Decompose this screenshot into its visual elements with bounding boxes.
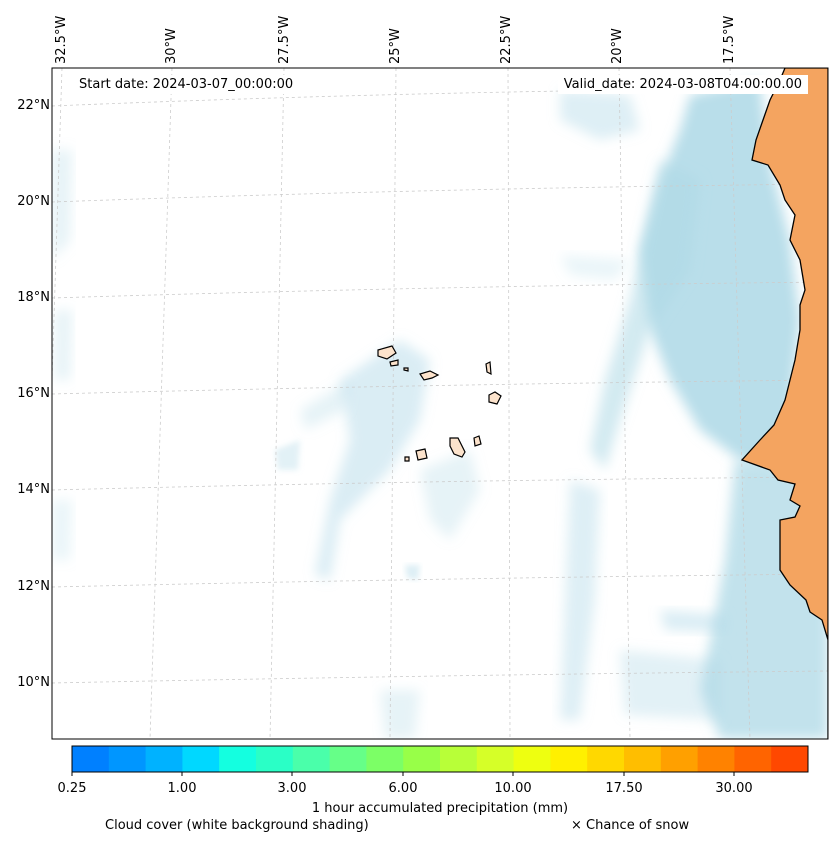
colorbar-swatch [513,746,551,772]
colorbar-swatch [697,746,735,772]
lon-label-20w: 20°W [610,28,625,64]
island-maio [473,435,482,447]
colorbar-swatch [734,746,772,772]
colorbar-label: 1 hour accumulated precipitation (mm) [311,801,569,816]
colorbar-swatch [550,746,588,772]
island-sal [485,361,492,376]
africa-mainland [740,68,828,739]
colorbar-swatch [329,746,367,772]
colorbar-frame [71,745,809,773]
lon-label-22-5w: 22.5°W [499,15,514,64]
island-santiago [449,437,466,458]
colorbar-swatch [403,746,441,772]
colorbar-ticks [71,772,735,776]
cloud-cover-legend: Cloud cover (white background shading) [105,818,369,833]
colorbar-swatch [292,746,331,772]
colorbar-swatch [72,746,110,772]
map-frame [51,67,829,740]
island-santa-luzia [403,367,409,372]
lat-label-18n: 18°N [17,290,50,305]
lat-label-14n: 14°N [17,482,50,497]
colorbar-tick-label: 1.00 [167,781,197,796]
island-santo-antao [377,345,397,360]
colorbar-tick-label: 0.25 [57,781,87,796]
colorbar-swatch [366,746,404,772]
lon-label-17-5w: 17.5°W [722,15,737,64]
colorbar-swatch [145,746,183,772]
lat-label-12n: 12°N [17,579,50,594]
colorbar-swatch [108,746,147,772]
precipitation-colorbar [72,746,809,772]
colorbar-tick-label: 3.00 [277,781,307,796]
lon-label-32-5w: 32.5°W [54,15,69,64]
colorbar-tick-label: 6.00 [388,781,418,796]
cape-verde-islands [377,345,502,462]
colorbar-swatch [440,746,478,772]
colorbar-tick-label: 30.00 [715,781,753,796]
start-date-label: Start date: 2024-03-07_00:00:00 [73,75,300,94]
colorbar-swatch [771,746,809,772]
colorbar-swatch [476,746,515,772]
lon-label-27-5w: 27.5°W [277,15,292,64]
colorbar-swatch [660,746,699,772]
island-brava [404,456,410,462]
colorbar-swatch [587,746,625,772]
lat-label-10n: 10°N [17,675,50,690]
lat-label-20n: 20°N [17,194,50,209]
island-fogo [415,448,428,461]
valid-date-label: Valid_date: 2024-03-08T04:00:00.00 [557,75,808,94]
colorbar-swatch [182,746,220,772]
graticule [52,68,828,739]
snow-legend: × Chance of snow [571,818,690,833]
island-boa-vista [488,391,502,405]
island-sao-vicente [389,359,399,367]
colorbar-tick-label: 10.00 [494,781,532,796]
lon-label-25w: 25°W [388,28,403,64]
lat-label-16n: 16°N [17,386,50,401]
lat-label-22n: 22°N [17,98,50,113]
colorbar-tick-label: 17.50 [605,781,643,796]
island-sao-nicolau [419,370,440,381]
colorbar-swatch [256,746,294,772]
lon-label-30w: 30°W [164,28,179,64]
colorbar-swatch [219,746,257,772]
colorbar-swatch [624,746,662,772]
